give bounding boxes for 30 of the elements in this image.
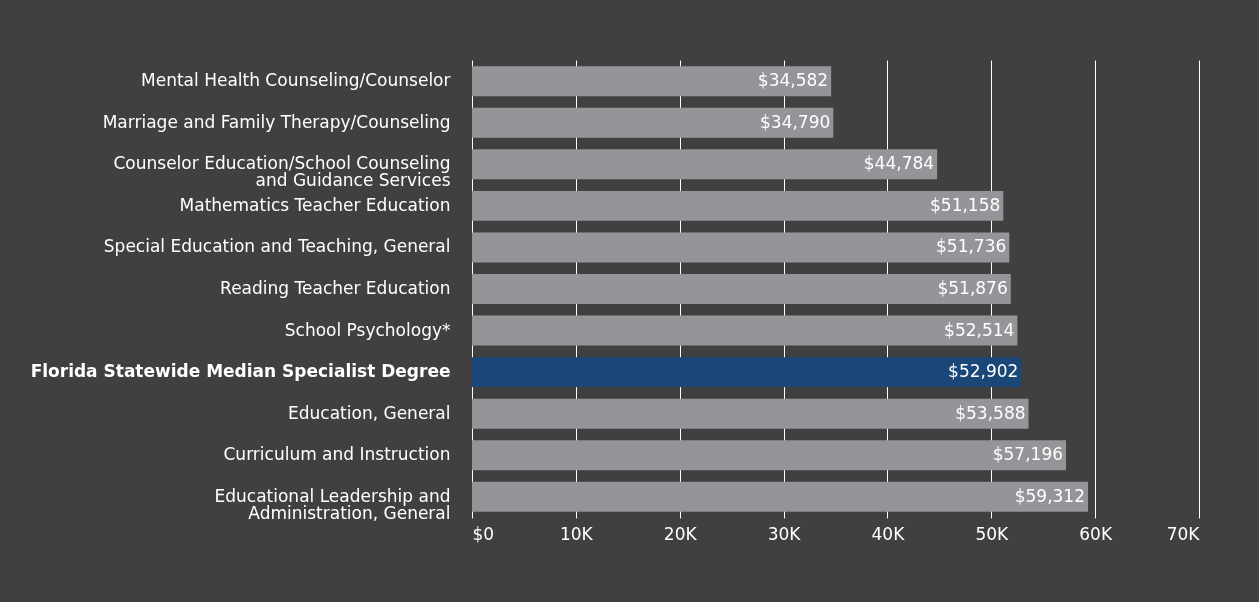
x-tick-label: 50K	[975, 523, 1010, 544]
y-tick-label: Florida Statewide Median Specialist Degree	[30, 361, 451, 382]
data-label: $51,876	[937, 278, 1008, 298]
y-tick-label: School Psychology*	[284, 319, 451, 340]
data-label: $34,790	[760, 111, 831, 132]
y-tick-label: Counselor Education/School Counseling and Guidance Services	[113, 153, 451, 191]
x-tick-label: 10K	[559, 523, 594, 544]
data-label: $51,736	[936, 236, 1007, 257]
data-label: $34,582	[757, 70, 829, 91]
y-tick-label: Educational Leadership and Administration, General	[214, 485, 451, 523]
x-tick-label: 60K	[1079, 523, 1113, 544]
data-label: $53,588	[955, 402, 1026, 423]
y-tick-label: Special Education and Teaching, General	[103, 236, 451, 257]
data-label: $52,902	[948, 361, 1019, 382]
y-tick-label: Education, General	[288, 402, 451, 423]
data-label: $44,784	[863, 153, 935, 174]
y-tick-label: Reading Teacher Education	[220, 278, 451, 298]
data-label: $59,312	[1014, 485, 1085, 506]
data-label: $52,514	[944, 319, 1015, 340]
data-label: $51,158	[930, 194, 1001, 215]
x-tick-label: 30K	[767, 523, 802, 544]
y-tick-label: Marriage and Family Therapy/Counseling	[102, 111, 451, 132]
x-tick-label: $0	[472, 523, 495, 544]
y-tick-label: Mathematics Teacher Education	[179, 194, 451, 215]
x-tick-label: 20K	[663, 523, 698, 544]
x-tick-label: 40K	[871, 523, 906, 544]
y-tick-label: Curriculum and Instruction	[223, 444, 451, 465]
data-label: $57,196	[992, 444, 1064, 465]
y-tick-label: Mental Health Counseling/Counselor	[141, 70, 451, 91]
x-tick-label: 70K	[1166, 523, 1201, 544]
